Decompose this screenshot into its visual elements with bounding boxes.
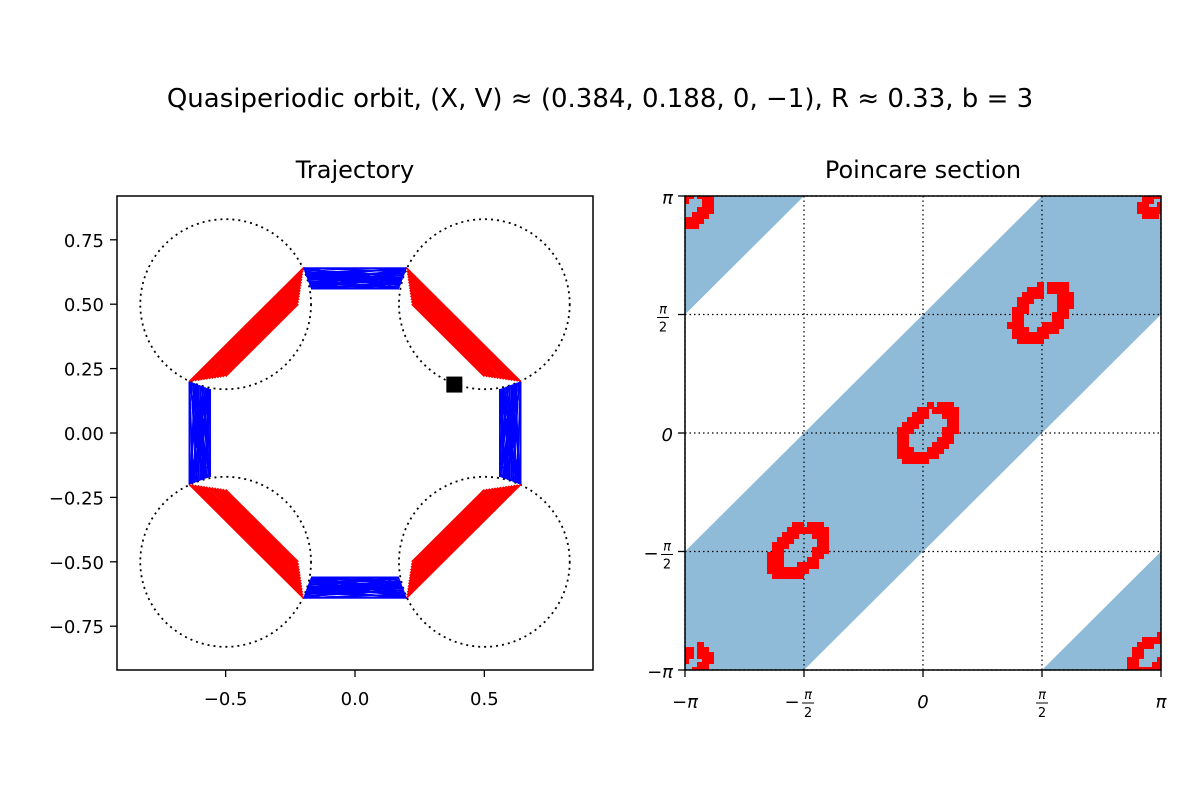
y-tick-label: 0.25	[64, 360, 104, 381]
pi-tick-label: π	[662, 188, 674, 209]
y-tick-label: 0.75	[64, 231, 104, 252]
svg-text:π: π	[1156, 692, 1168, 713]
svg-text:0: 0	[917, 692, 928, 713]
red-fill-0	[407, 268, 521, 381]
pi-tick-label: π	[1156, 692, 1168, 713]
y-tick-label: −0.75	[49, 617, 104, 638]
pi-tick-label: π/2π2	[1028, 688, 1056, 721]
figure-suptitle: Quasiperiodic orbit, (X, V) ≈ (0.384, 0.…	[167, 84, 1033, 114]
red-fill-3	[407, 485, 521, 598]
svg-text:0: 0	[662, 425, 673, 446]
red-fill-2	[189, 485, 303, 598]
svg-text:−π: −π	[647, 662, 674, 683]
band-region-0	[685, 196, 1161, 670]
start-square	[446, 377, 462, 393]
pi-tick-label: −π/2− π2	[782, 688, 825, 721]
x-tick-label: −0.5	[204, 689, 248, 710]
y-tick-label: 0.00	[64, 424, 104, 445]
svg-text:π: π	[662, 188, 674, 209]
y-tick-label: 0.50	[64, 295, 104, 316]
svg-text:2: 2	[659, 320, 667, 335]
svg-text:2: 2	[1038, 706, 1046, 721]
trajectory-x-ticks: −0.5 0.0 0.5	[204, 670, 499, 710]
x-tick-label: 0.5	[470, 689, 499, 710]
trajectory-frame	[117, 196, 593, 670]
trajectory-y-ticks: 0.75 0.50 0.25 0.00 −0.25 −0.50 −0.75	[49, 231, 117, 638]
svg-text:π: π	[1038, 688, 1046, 703]
svg-text:−: −	[643, 544, 658, 565]
trajectory-title: Trajectory	[295, 156, 415, 184]
pi-tick-label: −π	[672, 692, 699, 713]
trajectory-axes: Trajectory −0.5 0.0 0.5 0.75 0.50 0.25 0.00 −0…	[49, 156, 593, 710]
shaded-band	[685, 196, 1161, 670]
poincare-title: Poincare section	[825, 156, 1021, 184]
svg-text:−π: −π	[672, 692, 699, 713]
svg-text:2: 2	[663, 558, 671, 573]
y-tick-label: −0.25	[49, 488, 104, 509]
pi-tick-label: −π/2− π2	[641, 540, 684, 573]
pi-tick-label: 0	[662, 425, 673, 446]
svg-text:−: −	[784, 692, 799, 713]
pi-tick-label: π/2π2	[649, 302, 677, 335]
start-point-marker	[446, 377, 462, 393]
y-tick-label: −0.50	[49, 553, 104, 574]
pi-tick-label: 0	[917, 692, 928, 713]
svg-text:π: π	[804, 688, 812, 703]
trajectory-lines	[189, 268, 520, 598]
svg-text:π: π	[659, 302, 667, 317]
svg-text:π: π	[663, 540, 671, 555]
pi-tick-label: −π	[647, 662, 674, 683]
x-tick-label: 0.0	[341, 689, 370, 710]
svg-text:2: 2	[804, 706, 812, 721]
